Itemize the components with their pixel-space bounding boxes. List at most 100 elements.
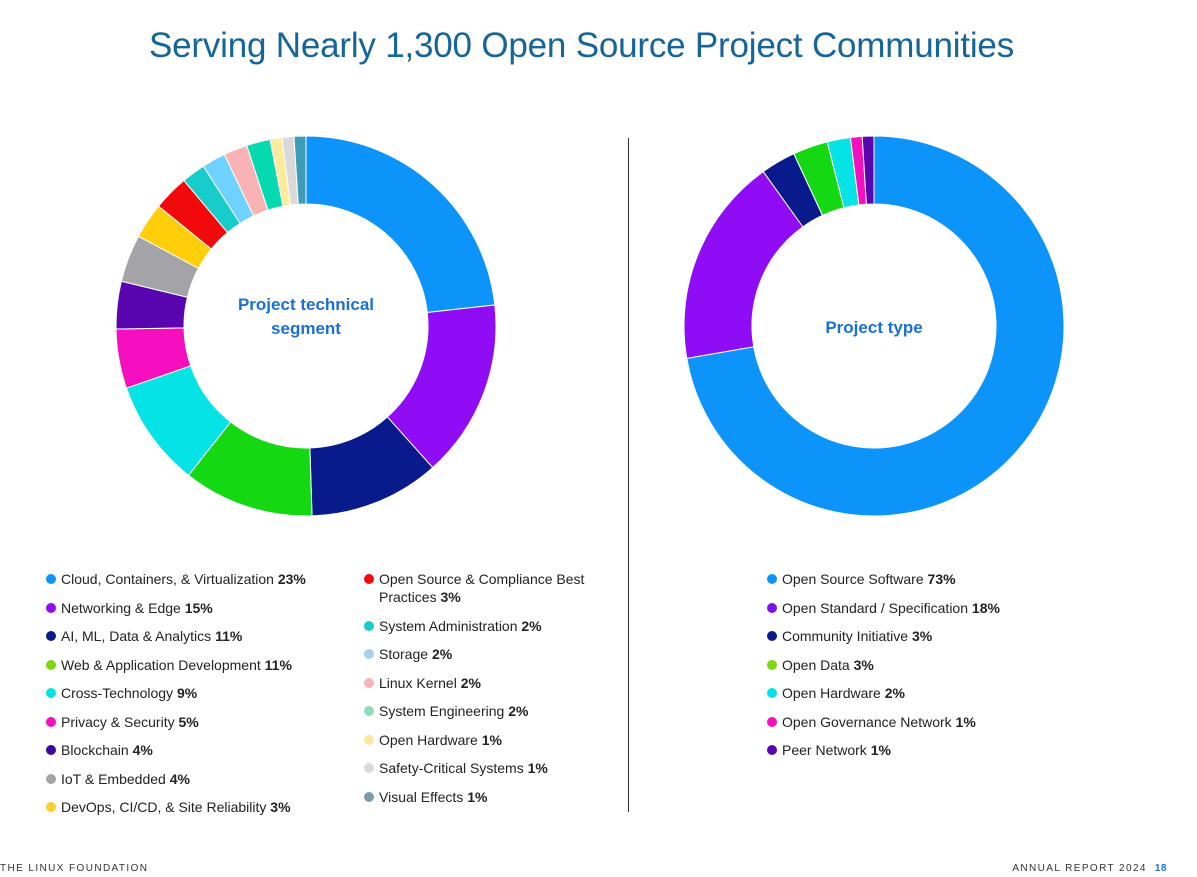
legend-label: Community Initiative	[782, 628, 909, 644]
legend-percentage: 73%	[927, 571, 956, 587]
legend-swatch	[767, 688, 777, 698]
legend-percentage: 9%	[176, 685, 198, 701]
technical-segment-legend-item-iot-embedded: IoT & Embedded 4%	[46, 770, 356, 788]
technical-segment-legend-item-web-application-development: Web & Application Development 11%	[46, 656, 356, 674]
legend-label: Open Governance Network	[782, 713, 952, 730]
technical-segment-slice-visual-effects	[293, 135, 307, 205]
technical-segment-slice-cloud-containers-virtualization	[305, 135, 496, 314]
legend-swatch	[767, 574, 777, 584]
legend-swatch	[46, 802, 56, 812]
legend-percentage: 4%	[169, 770, 190, 787]
project-type-legend: Open Source Software 73% Open Standard / …	[767, 570, 1067, 770]
legend-label: DevOps, CI/CD, & Site Reliability	[61, 799, 267, 815]
project-type-legend-item-open-standard-specification: Open Standard / Specification 18%	[767, 599, 1067, 617]
legend-percentage: 2%	[431, 646, 453, 662]
legend-percentage: 1%	[527, 760, 548, 776]
legend-percentage: 23%	[277, 571, 306, 587]
project-type-legend-item-community-initiative: Community Initiative 3%	[767, 627, 1067, 645]
legend-label: Linux Kernel	[379, 674, 457, 691]
chart-divider	[628, 138, 629, 812]
legend-label: Open Source & Compliance Best Practices	[379, 571, 585, 605]
footer-report-title: ANNUAL REPORT 2024	[1012, 863, 1147, 874]
page-title: Serving Nearly 1,300 Open Source Project…	[148, 26, 1014, 65]
legend-label: Privacy & Security	[61, 713, 175, 730]
legend-swatch	[46, 574, 56, 584]
legend-swatch	[364, 677, 374, 688]
project-type-legend-item-open-source-software: Open Source Software 73%	[767, 570, 1067, 588]
legend-swatch	[767, 745, 777, 755]
legend-swatch	[364, 763, 374, 773]
footer-report: ANNUAL REPORT 2024 18	[1012, 863, 1167, 874]
legend-percentage: 15%	[184, 599, 213, 616]
technical-segment-legend-item-open-hardware: Open Hardware 1%	[364, 731, 604, 749]
technical-segment-legend-item-cross-technology: Cross-Technology 9%	[46, 684, 356, 702]
legend-percentage: 1%	[870, 742, 891, 758]
legend-swatch	[767, 716, 777, 727]
project-type-slice-peer-network	[861, 135, 875, 205]
legend-label: Blockchain	[61, 742, 129, 758]
technical-segment-legend-item-ai-ml-data-analytics: AI, ML, Data & Analytics 11%	[46, 627, 356, 645]
legend-swatch	[364, 706, 374, 716]
legend-swatch	[46, 659, 56, 670]
legend-label: System Engineering	[379, 703, 505, 719]
technical-segment-legend-item-blockchain: Blockchain 4%	[46, 741, 356, 759]
legend-percentage: 1%	[467, 788, 488, 805]
legend-label: Networking & Edge	[61, 599, 181, 616]
legend-percentage: 2%	[508, 703, 529, 719]
technical-segment-legend-item-visual-effects: Visual Effects 1%	[364, 788, 604, 806]
legend-label: Storage	[379, 646, 429, 662]
legend-label: Safety-Critical Systems	[379, 760, 524, 776]
project-type-donut-chart	[683, 135, 1065, 517]
legend-label: Cloud, Containers, & Virtualization	[61, 571, 274, 587]
technical-segment-legend-item-system-administration: System Administration 2%	[364, 617, 604, 635]
legend-label: IoT & Embedded	[61, 770, 166, 787]
legend-swatch	[364, 620, 374, 631]
technical-segment-legend-column-1: Cloud, Containers, & Virtualization 23% N…	[46, 570, 356, 827]
project-type-legend-item-open-governance-network: Open Governance Network 1%	[767, 713, 1067, 731]
project-type-slice-open-source-software	[686, 135, 1065, 517]
legend-swatch	[364, 574, 374, 584]
legend-percentage: 1%	[955, 713, 976, 730]
legend-swatch	[767, 602, 777, 613]
legend-swatch	[46, 773, 56, 784]
legend-swatch	[46, 688, 56, 698]
technical-segment-donut-chart	[115, 135, 497, 517]
legend-label: Web & Application Development	[61, 656, 261, 673]
legend-swatch	[46, 716, 56, 727]
legend-percentage: 11%	[264, 656, 292, 673]
legend-label: Open Source Software	[782, 571, 924, 587]
legend-percentage: 1%	[481, 731, 502, 748]
project-type-chart-title: Project type	[825, 318, 923, 337]
legend-label: Cross-Technology	[61, 685, 174, 701]
project-type-legend-item-open-hardware: Open Hardware 2%	[767, 684, 1067, 702]
legend-percentage: 3%	[853, 656, 874, 673]
legend-label: Peer Network	[782, 742, 867, 758]
legend-percentage: 3%	[270, 799, 291, 815]
project-type-legend-item-peer-network: Peer Network 1%	[767, 741, 1067, 759]
legend-swatch	[364, 791, 374, 802]
legend-label: System Administration	[379, 617, 518, 634]
technical-segment-legend-item-networking-edge: Networking & Edge 15%	[46, 599, 356, 617]
legend-label: AI, ML, Data & Analytics	[61, 628, 212, 644]
technical-segment-legend-item-devops-ci-cd-site-reliability: DevOps, CI/CD, & Site Reliability 3%	[46, 798, 356, 816]
technical-segment-legend-item-storage: Storage 2%	[364, 645, 604, 663]
legend-label: Open Data	[782, 656, 850, 673]
legend-label: Visual Effects	[379, 788, 464, 805]
legend-percentage: 2%	[521, 617, 542, 634]
technical-segment-legend-item-cloud-containers-virtualization: Cloud, Containers, & Virtualization 23%	[46, 570, 356, 588]
legend-label: Open Hardware	[379, 731, 478, 748]
technical-segment-legend-item-safety-critical-systems: Safety-Critical Systems 1%	[364, 759, 604, 777]
legend-swatch	[364, 734, 374, 745]
technical-segment-legend-item-open-source-compliance-best-practices: Open Source & Compliance Best Practices …	[364, 570, 604, 606]
legend-percentage: 3%	[440, 589, 461, 605]
technical-segment-legend-item-privacy-security: Privacy & Security 5%	[46, 713, 356, 731]
legend-swatch	[46, 602, 56, 613]
technical-segment-legend-item-linux-kernel: Linux Kernel 2%	[364, 674, 604, 692]
legend-percentage: 2%	[460, 674, 481, 691]
legend-swatch	[767, 659, 777, 670]
legend-swatch	[46, 631, 56, 641]
legend-swatch	[767, 631, 777, 641]
legend-percentage: 5%	[178, 713, 199, 730]
footer-organization: THE LINUX FOUNDATION	[0, 863, 149, 874]
legend-percentage: 4%	[132, 742, 153, 758]
